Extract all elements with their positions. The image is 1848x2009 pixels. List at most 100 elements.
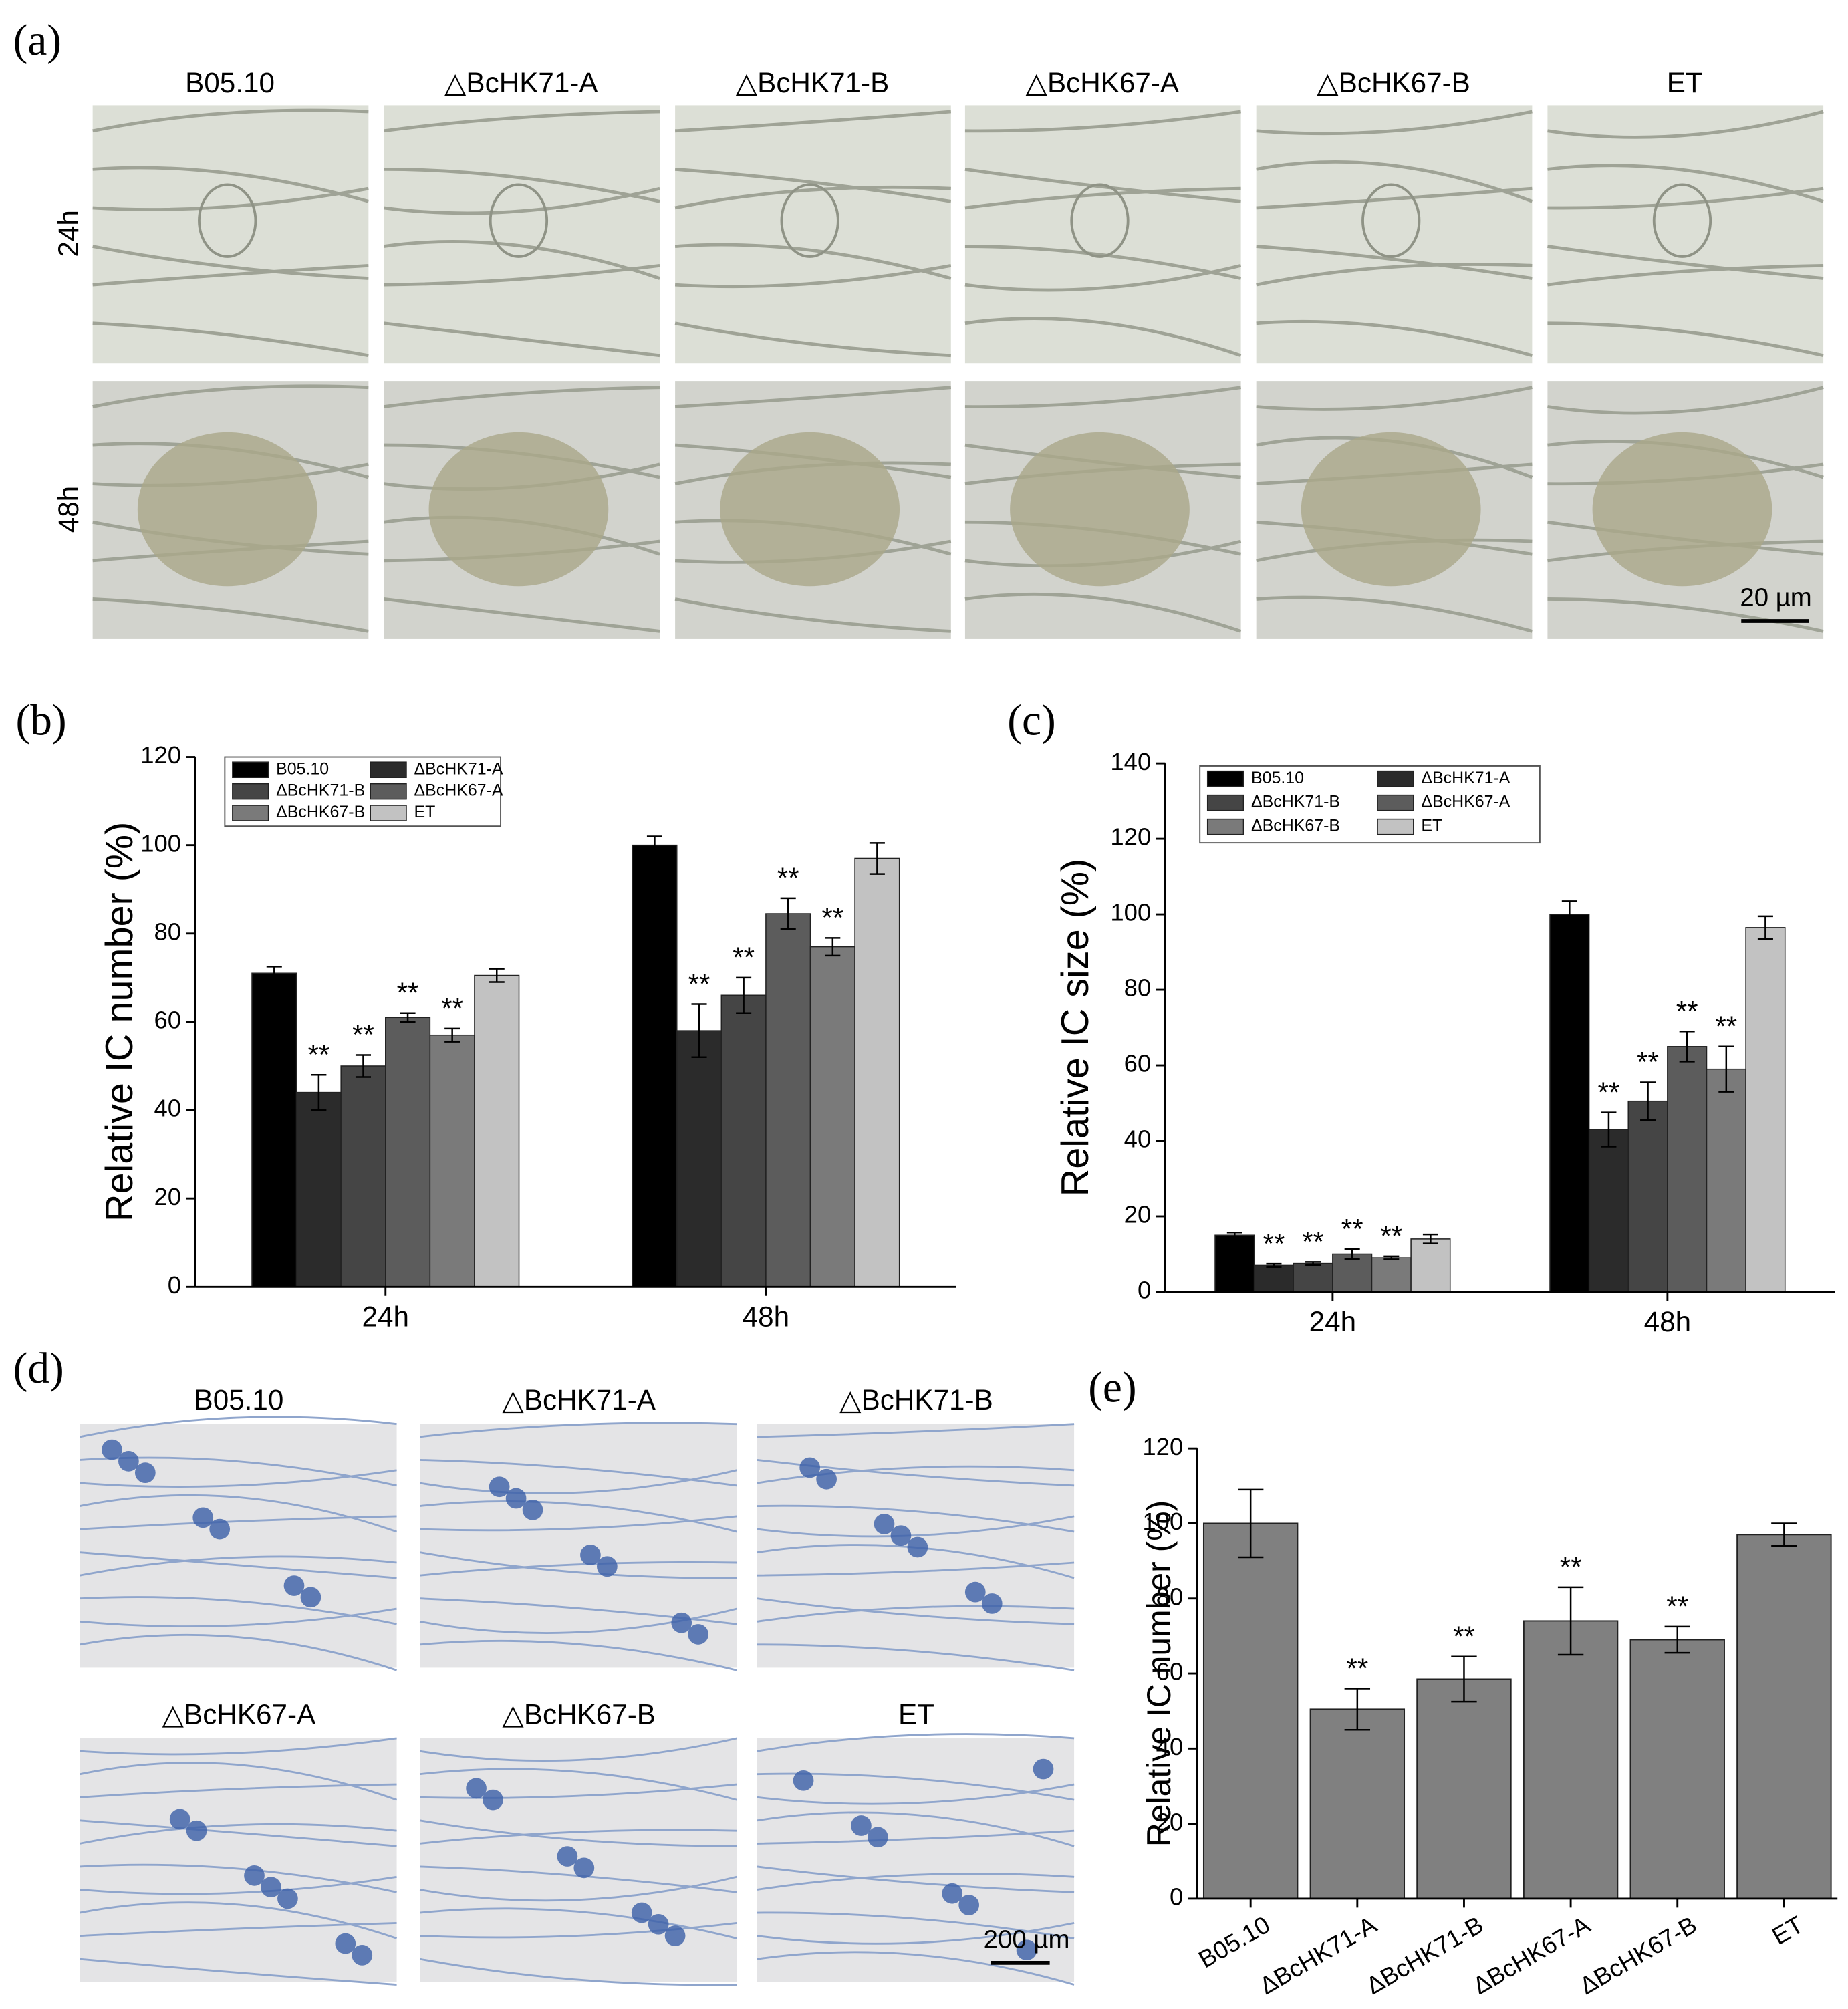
hypha	[674, 597, 951, 633]
y-tick-label: 120	[140, 741, 181, 769]
legend-swatch	[1377, 770, 1414, 787]
micrograph	[1256, 105, 1533, 364]
infection-cushion	[186, 1820, 207, 1841]
hypha	[92, 186, 369, 211]
legend-swatch	[232, 761, 269, 779]
hypha	[1547, 321, 1824, 358]
legend-swatch	[1206, 770, 1244, 787]
infection-cushion	[522, 1499, 543, 1520]
error-bar	[1451, 1655, 1477, 1703]
hypha	[92, 108, 369, 133]
hypha	[964, 386, 1241, 409]
infection-cushion	[1652, 183, 1712, 258]
hypha	[757, 1605, 1075, 1623]
significance-mark: **	[821, 902, 843, 934]
x-tick-label: ΔBcHK71-B	[1361, 1911, 1488, 2000]
hypha	[419, 1561, 737, 1577]
infection-cushion	[958, 1895, 980, 1915]
column-label: ET	[898, 1699, 934, 1730]
hypha	[674, 167, 952, 203]
hypha	[757, 1515, 1075, 1538]
significance-mark: **	[1341, 1213, 1363, 1244]
column-label: △BcHK67-A	[1026, 67, 1180, 98]
legend-box	[1199, 765, 1541, 844]
infection-cushion	[1592, 432, 1772, 587]
hypha	[674, 185, 951, 210]
row-label: 24h	[53, 210, 84, 257]
y-tick-label: 100	[1110, 899, 1151, 926]
legend-swatch	[1206, 818, 1244, 835]
error-bar	[355, 1054, 371, 1078]
infection-cushion	[198, 183, 257, 258]
legend-swatch	[232, 805, 269, 821]
column-label: B05.10	[185, 67, 275, 98]
micrograph	[92, 105, 369, 364]
error-bar	[1266, 1262, 1282, 1268]
micrograph	[384, 105, 660, 364]
hypha	[964, 186, 1241, 210]
bar	[1736, 1534, 1832, 1899]
bar	[1253, 1264, 1295, 1293]
bar	[1629, 1639, 1725, 1899]
significance-mark: **	[1676, 995, 1698, 1027]
hypha	[80, 1633, 398, 1671]
hypha	[964, 264, 1242, 292]
micrograph	[675, 105, 951, 364]
hypha	[1547, 597, 1824, 633]
column-label: △BcHK71-A	[502, 1384, 656, 1416]
hypha	[674, 321, 951, 358]
scale-bar-label: 20 µm	[1740, 583, 1811, 612]
significance-mark: **	[733, 942, 755, 973]
significance-mark: **	[1560, 1551, 1582, 1583]
x-tick-label: 24h	[1309, 1306, 1356, 1337]
infection-cushion	[277, 1888, 298, 1909]
infection-cushion	[192, 1507, 214, 1528]
hypha	[80, 1607, 397, 1627]
hypha	[419, 1958, 737, 1986]
infection-cushion	[1033, 1758, 1054, 1780]
infection-cushion	[648, 1913, 669, 1935]
significance-mark: **	[1346, 1653, 1368, 1684]
y-tick-label: 40	[1124, 1125, 1152, 1153]
legend-label: ΔBcHK71-B	[276, 781, 365, 800]
infection-cushion	[134, 1462, 156, 1483]
y-tick-label: 0	[1138, 1277, 1151, 1304]
bar	[809, 946, 855, 1288]
infection-cushion	[688, 1624, 709, 1645]
hypha	[674, 386, 951, 408]
legend-label: B05.10	[1251, 769, 1304, 787]
error-bar	[1757, 915, 1773, 940]
hypha	[384, 597, 660, 633]
legend-swatch	[1377, 818, 1414, 835]
bar	[1627, 1100, 1668, 1293]
y-tick-label: 100	[1142, 1508, 1183, 1535]
x-tick-label: 48h	[1644, 1306, 1691, 1337]
panel-label: (c)	[1007, 697, 1055, 745]
infection-cushion	[335, 1933, 356, 1954]
error-bar	[444, 1027, 460, 1043]
bar	[1293, 1262, 1333, 1293]
legend-label: ΔBcHK71-B	[1251, 793, 1340, 811]
hypha	[1547, 186, 1824, 210]
hypha	[1547, 386, 1824, 415]
hypha	[80, 1551, 397, 1579]
infection-cushion	[868, 1827, 888, 1848]
error-bar	[1679, 1030, 1695, 1063]
y-tick-label: 20	[154, 1183, 182, 1210]
legend-swatch	[370, 783, 407, 800]
hypha	[674, 110, 951, 133]
hypha	[80, 1819, 397, 1847]
significance-mark: **	[1715, 1011, 1737, 1042]
hypha	[419, 1607, 737, 1634]
infection-cushion	[874, 1514, 895, 1534]
error-bar	[1383, 1255, 1400, 1260]
infection-cushion	[283, 1575, 305, 1596]
bar	[1202, 1522, 1299, 1899]
hypha	[674, 263, 952, 289]
hypha	[757, 1783, 1075, 1805]
error-bar	[1344, 1688, 1371, 1731]
hypha	[757, 1829, 1075, 1845]
infection-cushion	[890, 1525, 912, 1547]
legend-swatch	[232, 783, 269, 800]
